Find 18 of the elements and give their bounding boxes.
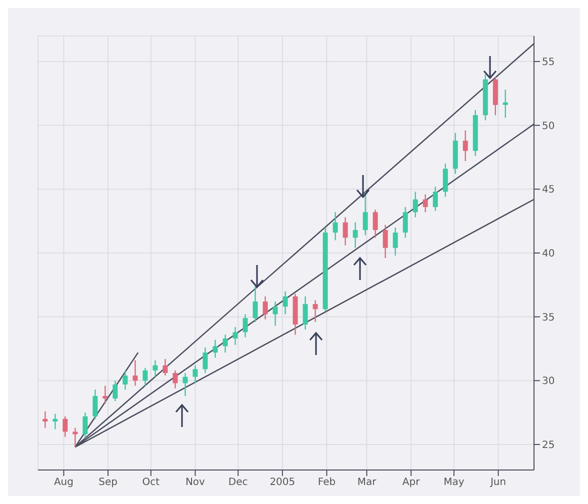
- y-tick-label: 30: [542, 376, 555, 388]
- x-tick-label: May: [444, 477, 464, 488]
- x-tick-label: Sep: [98, 477, 118, 488]
- x-tick-label: Oct: [142, 477, 160, 488]
- x-tick-label: 2005: [270, 477, 296, 488]
- x-tick-label: Apr: [402, 477, 421, 488]
- x-tick-label: Jun: [489, 477, 506, 488]
- y-tick-label: 40: [542, 248, 555, 260]
- x-tick-label: Aug: [54, 477, 74, 488]
- x-tick-label: Dec: [228, 477, 248, 488]
- y-tick-label: 55: [542, 57, 555, 68]
- x-tick-label: Mar: [357, 477, 378, 488]
- y-tick-label: 50: [542, 120, 555, 132]
- y-tick-label: 35: [542, 312, 555, 324]
- y-tick-label: 45: [542, 184, 555, 196]
- x-tick-label: Nov: [185, 477, 206, 488]
- x-tick-label: Feb: [318, 477, 336, 488]
- y-tick-label: 25: [542, 440, 555, 452]
